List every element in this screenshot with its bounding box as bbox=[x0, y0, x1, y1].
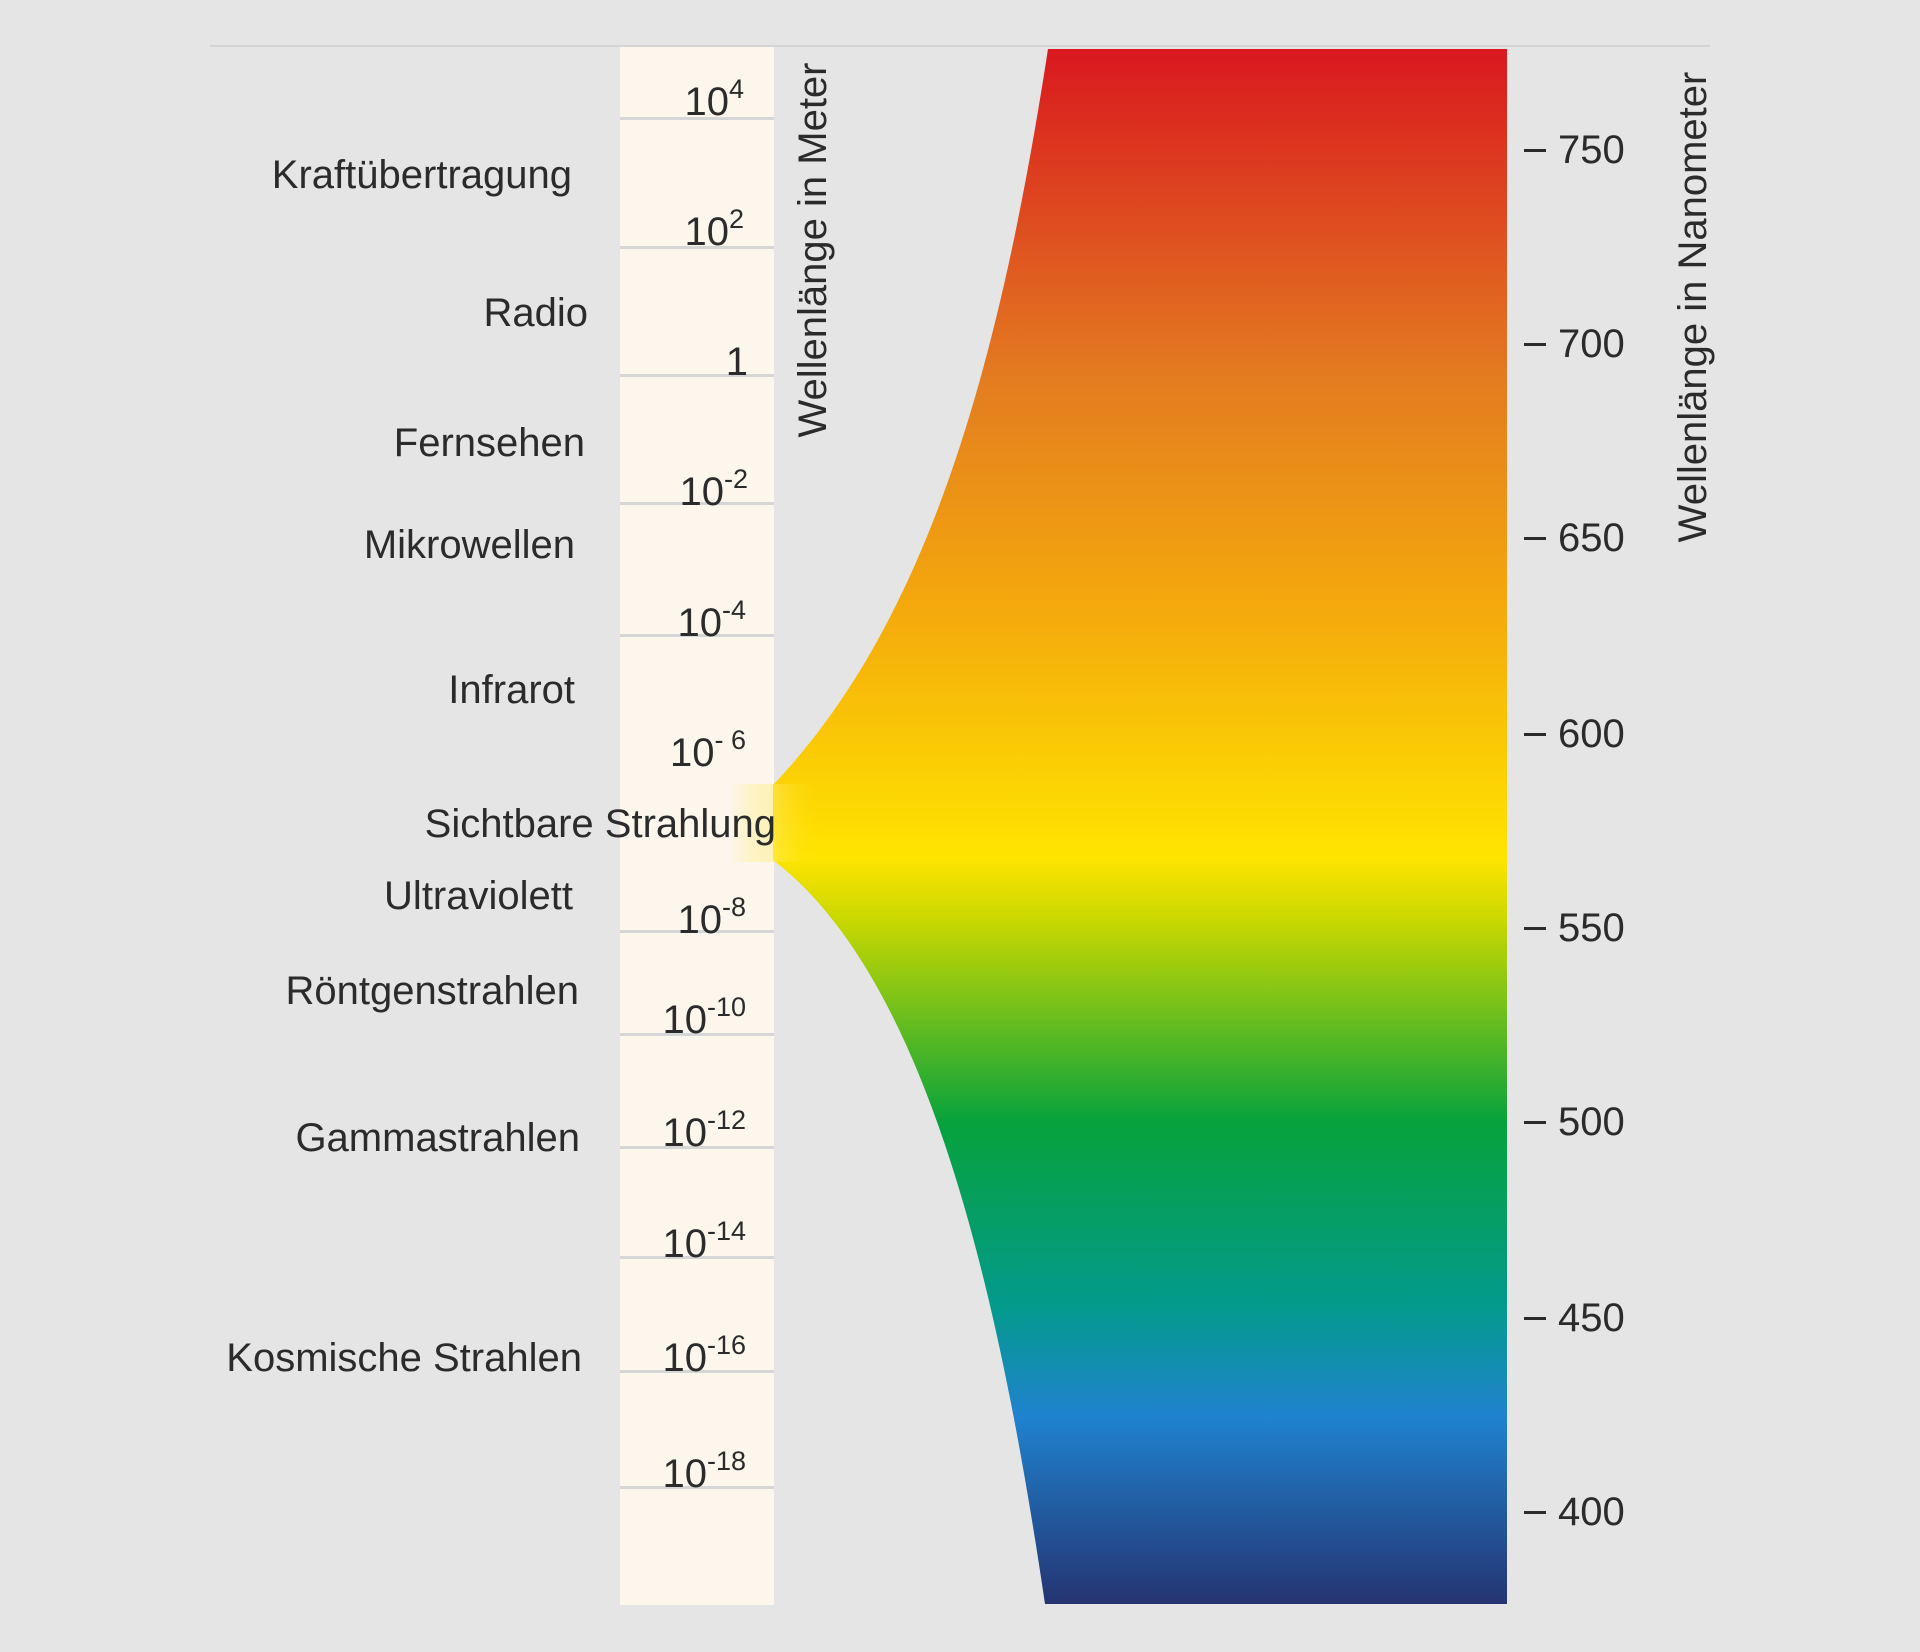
band-label-fernsehen: Fernsehen bbox=[393, 421, 585, 465]
band-label-mikrowellen: Mikrowellen bbox=[363, 523, 575, 567]
nm-tick-label: 450 bbox=[1558, 1296, 1625, 1340]
wavelength-label: 1 bbox=[725, 340, 748, 384]
wavelength-label: 10-10 bbox=[662, 992, 746, 1042]
scale-divider bbox=[620, 1256, 774, 1259]
wavelength-label: 10-8 bbox=[677, 892, 746, 942]
scale-divider bbox=[620, 246, 774, 249]
scale-divider bbox=[620, 1486, 774, 1489]
scale-divider bbox=[620, 374, 774, 377]
scale-divider bbox=[620, 502, 774, 505]
scale-divider bbox=[620, 1146, 774, 1149]
band-label-radio: Radio bbox=[483, 291, 588, 335]
nm-tick bbox=[1524, 927, 1546, 930]
nm-tick bbox=[1524, 149, 1546, 152]
wavelength-label: 10-14 bbox=[662, 1216, 746, 1266]
scale-divider bbox=[620, 930, 774, 933]
axis-title-nanometer: Wellenlänge in Nanometer bbox=[1671, 71, 1715, 543]
scale-divider bbox=[620, 117, 774, 120]
nm-tick-label: 650 bbox=[1558, 516, 1625, 560]
band-label-ultraviolett: Ultraviolett bbox=[384, 874, 573, 918]
band-label-kraftuebertragung: Kraftübertragung bbox=[271, 153, 572, 197]
nm-tick-label: 400 bbox=[1558, 1490, 1625, 1534]
wavelength-label: 10-12 bbox=[662, 1105, 746, 1155]
visible-band-highlight bbox=[620, 784, 820, 862]
scale-divider bbox=[620, 1370, 774, 1373]
wavelength-label: 10-2 bbox=[679, 464, 748, 514]
nm-tick bbox=[1524, 1511, 1546, 1514]
nm-tick bbox=[1524, 733, 1546, 736]
scale-divider bbox=[620, 634, 774, 637]
nm-tick-label: 500 bbox=[1558, 1100, 1625, 1144]
scale-divider bbox=[620, 1033, 774, 1036]
band-label-sichtbare-strahlung: Sichtbare Strahlung bbox=[424, 802, 776, 846]
band-label-kosmische-strahlen: Kosmische Strahlen bbox=[226, 1336, 582, 1380]
nm-tick-label: 700 bbox=[1558, 322, 1625, 366]
wavelength-label: 10-4 bbox=[677, 595, 746, 645]
wavelength-label: 102 bbox=[684, 204, 744, 254]
band-label-gammastrahlen: Gammastrahlen bbox=[295, 1116, 580, 1160]
band-label-infrarot: Infrarot bbox=[448, 668, 575, 712]
axis-title-meter: Wellenlänge in Meter bbox=[791, 62, 835, 438]
wavelength-label: 10- 6 bbox=[669, 725, 746, 775]
nm-tick bbox=[1524, 1317, 1546, 1320]
nm-tick-label: 550 bbox=[1558, 906, 1625, 950]
wavelength-label: 10-18 bbox=[662, 1446, 746, 1496]
nm-tick bbox=[1524, 343, 1546, 346]
nm-tick bbox=[1524, 537, 1546, 540]
nm-tick-label: 600 bbox=[1558, 712, 1625, 756]
nm-tick-label: 750 bbox=[1558, 128, 1625, 172]
spectrum-fan bbox=[773, 49, 1507, 1604]
nm-tick bbox=[1524, 1121, 1546, 1124]
top-divider bbox=[210, 45, 1710, 47]
band-label-roentgenstrahlen: Röntgenstrahlen bbox=[285, 969, 579, 1013]
wavelength-label: 104 bbox=[684, 74, 744, 124]
wavelength-label: 10-16 bbox=[662, 1330, 746, 1380]
